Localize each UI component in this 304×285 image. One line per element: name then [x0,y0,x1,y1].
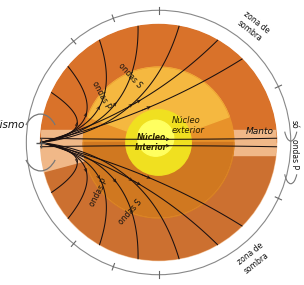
Wedge shape [40,25,277,142]
Text: zona de
sombra: zona de sombra [236,10,271,44]
Text: ondas P: ondas P [88,177,110,208]
Wedge shape [40,25,277,142]
Bar [40,129,277,156]
Text: ondas P: ondas P [91,80,113,111]
Text: só: só [290,120,299,128]
Wedge shape [88,67,229,142]
Wedge shape [40,142,277,260]
Wedge shape [83,142,234,218]
Circle shape [83,67,234,218]
Text: ondas P: ondas P [290,139,299,169]
Text: Sismo: Sismo [0,121,25,131]
Text: ondas S: ondas S [117,62,143,90]
Bar [40,129,277,156]
Text: zona de
sombra: zona de sombra [236,241,271,275]
Text: ondas S: ondas S [117,198,143,226]
Circle shape [126,110,191,175]
Text: Núcleo
exterior: Núcleo exterior [171,116,204,135]
Text: Manto: Manto [245,127,273,136]
Wedge shape [45,142,276,260]
Circle shape [138,120,174,156]
Text: Núcleo
Interior: Núcleo Interior [135,133,168,152]
